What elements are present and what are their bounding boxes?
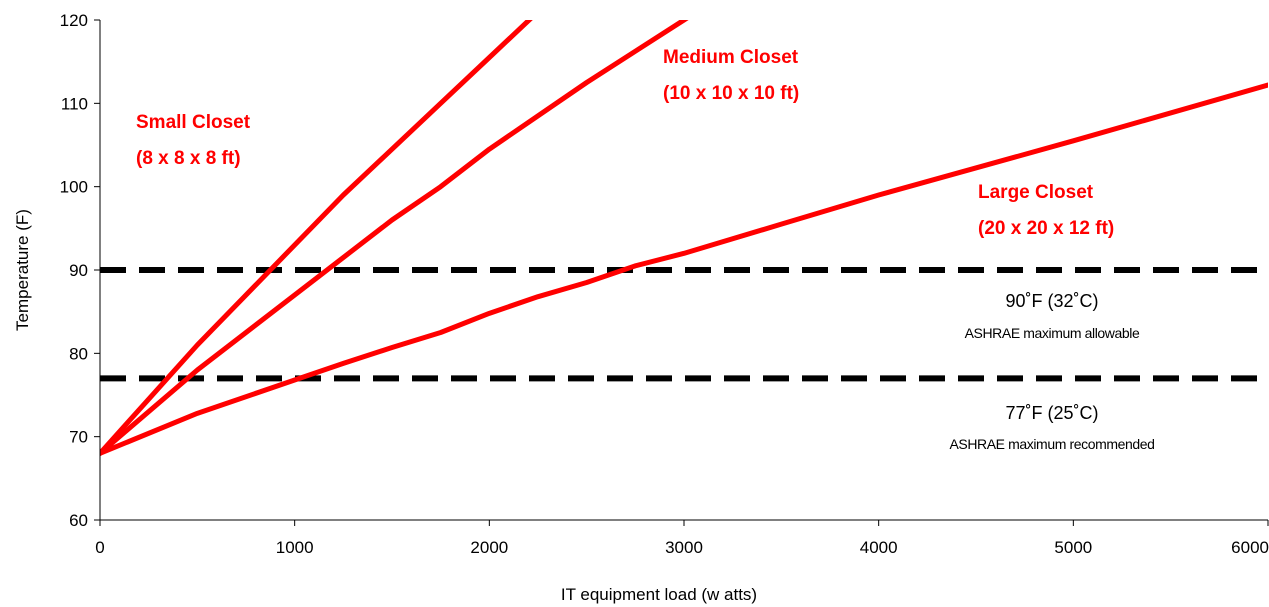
series-line-large-closet — [100, 82, 1268, 456]
y-axis-title: Temperature (F) — [13, 209, 32, 331]
x-tick-label: 6000 — [1231, 538, 1269, 557]
series-label-line: Small Closet — [136, 112, 251, 133]
y-tick-label: 110 — [61, 94, 88, 113]
threshold-annotation-recommended: 77˚F (25˚C) ASHRAE maximum recommended — [949, 403, 1155, 452]
x-axis-title: IT equipment load (w atts) — [561, 585, 757, 604]
x-tick-label: 1000 — [276, 538, 314, 557]
series-label-line: (10 x 10 x 10 ft) — [663, 83, 799, 104]
threshold-annotation-allowable: 90˚F (32˚C) ASHRAE maximum allowable — [965, 291, 1141, 341]
series-label-line: Large Closet — [978, 182, 1094, 203]
series-label-large-closet: Large Closet (20 x 20 x 12 ft) — [978, 182, 1114, 239]
x-tick-label: 5000 — [1054, 538, 1092, 557]
y-tick-label: 80 — [69, 344, 88, 363]
threshold-desc-label: ASHRAE maximum recommended — [949, 436, 1154, 452]
series-label-line: Medium Closet — [663, 47, 799, 68]
series-line-small-closet — [100, 20, 533, 456]
series-label-line: (20 x 20 x 12 ft) — [978, 218, 1114, 239]
y-tick-label: 120 — [60, 11, 88, 30]
x-tick-labels: 0 1000 2000 3000 4000 5000 6000 — [95, 538, 1269, 557]
threshold-temp-label: 90˚F (32˚C) — [1005, 291, 1098, 311]
x-tick-label: 2000 — [470, 538, 508, 557]
series-label-medium-closet: Medium Closet (10 x 10 x 10 ft) — [663, 47, 799, 104]
series-label-line: (8 x 8 x 8 ft) — [136, 148, 241, 169]
y-tick-label: 100 — [60, 178, 88, 197]
x-tick-label: 0 — [95, 538, 104, 557]
series-line-medium-closet — [100, 20, 689, 456]
y-tick-label: 70 — [69, 428, 88, 447]
series-lines — [100, 20, 1268, 456]
y-tick-label: 90 — [69, 261, 88, 280]
threshold-desc-label: ASHRAE maximum allowable — [965, 325, 1140, 341]
threshold-temp-label: 77˚F (25˚C) — [1005, 403, 1098, 423]
axes — [94, 19, 1269, 526]
y-tick-labels: 60 70 80 90 100 110 120 — [60, 11, 88, 530]
x-tick-label: 3000 — [665, 538, 703, 557]
series-label-small-closet: Small Closet (8 x 8 x 8 ft) — [136, 112, 251, 169]
y-tick-label: 60 — [69, 511, 88, 530]
x-tick-label: 4000 — [860, 538, 898, 557]
